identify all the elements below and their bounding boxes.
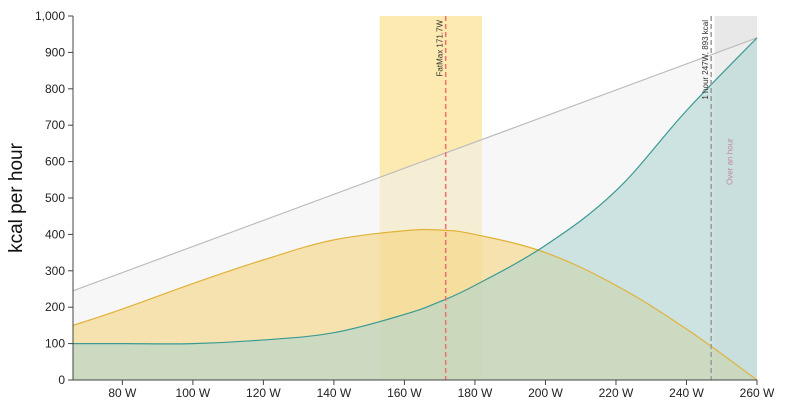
x-tick-label: 200 W — [528, 386, 563, 400]
y-tick-label: 700 — [45, 118, 65, 132]
x-tick-label: 220 W — [599, 386, 634, 400]
y-tick-label: 1,000 — [35, 9, 65, 23]
series-line-1 — [72, 228, 758, 381]
series-lines-layer — [72, 37, 758, 381]
vline-label-0: FatMax 171.7W — [436, 20, 445, 77]
x-tick-label: 180 W — [458, 386, 493, 400]
y-tick-label: 500 — [45, 191, 65, 205]
x-tick-label: 80 W — [108, 386, 137, 400]
y-tick-label: 300 — [45, 264, 65, 278]
vlines-layer: FatMax 171.7W 1 hour 247W, 893 kcal — [436, 16, 712, 380]
series-area-2 — [73, 37, 757, 381]
x-tick-label: 260 W — [740, 386, 775, 400]
vline-label-1: 1 hour 247W, 893 kcal — [701, 20, 710, 100]
x-ticks-layer: 80 W 100 W 120 W 140 W 160 W 180 W 200 W 220 W 2… — [108, 380, 775, 400]
y-tick-label: 400 — [45, 227, 65, 241]
x-tick-label: 120 W — [246, 386, 281, 400]
y-tick-label: 900 — [45, 45, 65, 59]
y-axis-title: kcal per hour — [6, 142, 27, 253]
annotation-0: Over an hour — [725, 138, 734, 185]
areas-layer — [73, 37, 757, 381]
x-tick-label: 140 W — [317, 386, 352, 400]
y-tick-label: 200 — [45, 300, 65, 314]
y-ticks-layer: 0 100 200 300 400 500 600 700 800 900 1,000 — [35, 9, 73, 387]
x-tick-label: 240 W — [669, 386, 704, 400]
series-line-2 — [72, 37, 758, 345]
x-tick-label: 160 W — [387, 386, 422, 400]
y-tick-label: 0 — [58, 373, 65, 387]
x-tick-label: 100 W — [176, 386, 211, 400]
y-tick-label: 600 — [45, 155, 65, 169]
y-tick-label: 100 — [45, 337, 65, 351]
y-tick-label: 800 — [45, 82, 65, 96]
series-line-0 — [72, 37, 758, 292]
annotations-layer: Over an hour — [725, 138, 734, 185]
